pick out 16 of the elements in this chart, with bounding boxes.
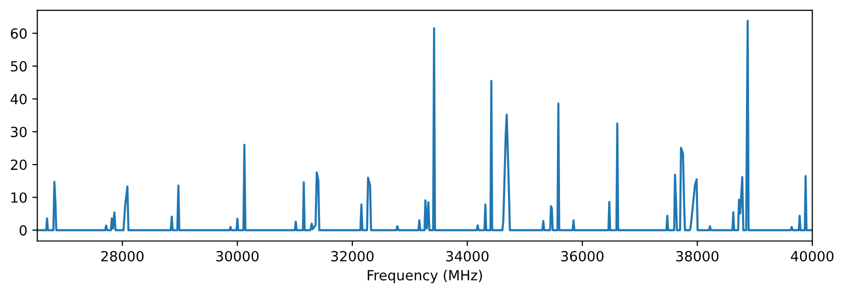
x-tick-label: 38000 xyxy=(676,250,718,262)
x-tick-label: 40000 xyxy=(790,250,834,262)
x-tick-label: 30000 xyxy=(216,250,259,262)
y-tick-label: 20 xyxy=(10,160,27,170)
x-tick-label: 34000 xyxy=(446,250,489,262)
y-tick-label: 30 xyxy=(10,126,27,138)
y-tick-label: 10 xyxy=(11,192,27,203)
x-tick-label: 28000 xyxy=(101,250,144,262)
x-axis-title: Frequency (MHz) xyxy=(368,270,482,284)
x-tick-label: 36000 xyxy=(561,250,604,262)
y-tick-label: 40 xyxy=(10,94,27,104)
y-tick-label: 50 xyxy=(10,61,27,72)
y-tick-label: 60 xyxy=(10,28,27,39)
line-series xyxy=(37,20,812,232)
x-tick-label: 32000 xyxy=(331,250,374,262)
y-tick-label: 0 xyxy=(20,225,27,236)
